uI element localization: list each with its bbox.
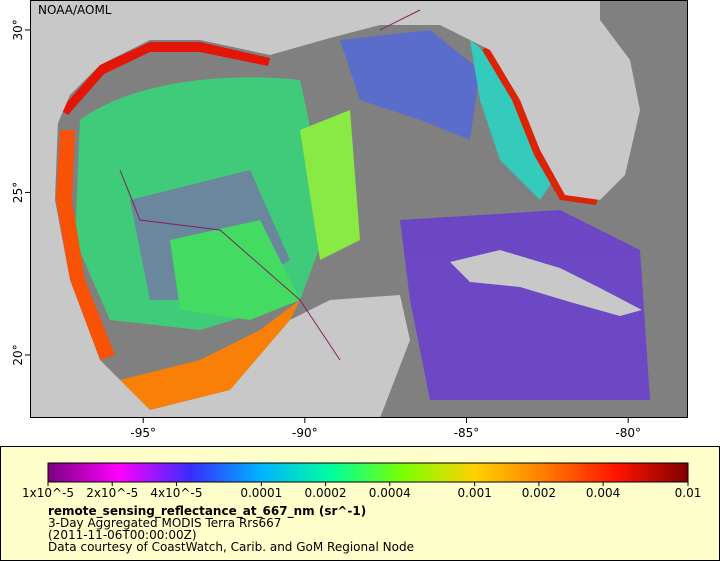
x-tick-label: -90°: [292, 426, 318, 440]
colorbar-tick-label: 0.004: [586, 486, 620, 500]
colorbar-tick-label: 0.002: [522, 486, 556, 500]
y-tick-label: 30°: [11, 19, 25, 40]
x-tick-label: -80°: [615, 426, 641, 440]
y-tick-label: 20°: [11, 344, 25, 365]
no-data: [657, 80, 688, 418]
colorbar-tick-label: 0.0004: [369, 486, 411, 500]
land-north: [30, 0, 640, 200]
map: [30, 0, 688, 418]
x-tick-label: -85°: [454, 426, 480, 440]
land-mexico: [30, 120, 410, 418]
legend-line: 3-Day Aggregated MODIS Terra Rrs667: [48, 516, 281, 530]
colorbar-tick-label: 1x10^-5: [22, 486, 74, 500]
colorbar-tick-label: 0.0001: [240, 486, 282, 500]
variable-name: remote_sensing_reflectance_at_667_nm (sr…: [48, 504, 366, 519]
x-tick-label: -95°: [130, 426, 156, 440]
colorbar-tick-label: 4x10^-5: [150, 486, 202, 500]
colorbar: [47, 462, 689, 483]
credit: NOAA/AOML: [38, 3, 112, 17]
legend-line: (2011-11-06T00:00:00Z): [48, 528, 197, 542]
reflectance-imagery: [56, 30, 650, 410]
colorbar-tick-label: 0.001: [457, 486, 491, 500]
legend-line: Data courtesy of CoastWatch, Carib. and …: [48, 540, 414, 554]
colorbar-tick-label: 2x10^-5: [86, 486, 138, 500]
y-tick-label: 25°: [11, 182, 25, 203]
map-frame: [30, 0, 688, 418]
colorbar-tick-label: 0.01: [675, 486, 702, 500]
land-cuba: [450, 250, 642, 316]
colorbar-tick-label: 0.0002: [305, 486, 347, 500]
borders: [119, 9, 421, 361]
